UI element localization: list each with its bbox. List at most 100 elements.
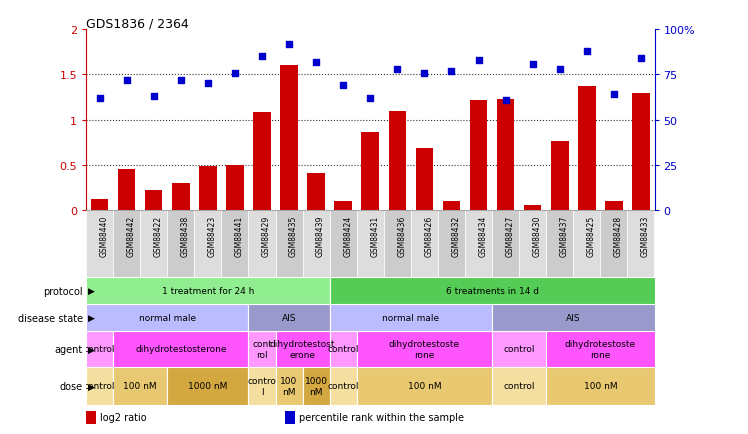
Text: GSM88427: GSM88427	[506, 216, 515, 256]
Text: GSM88440: GSM88440	[99, 216, 108, 257]
Bar	[546, 367, 654, 405]
Text: control: control	[84, 381, 115, 391]
Bar	[86, 305, 248, 332]
Bar	[86, 210, 113, 277]
Bar	[632, 93, 650, 210]
Text: GSM88429: GSM88429	[262, 216, 271, 256]
Bar	[470, 101, 488, 210]
Bar	[168, 367, 248, 405]
Text: percentile rank within the sample: percentile rank within the sample	[299, 412, 465, 422]
Text: 100
nM: 100 nM	[280, 376, 298, 396]
Bar	[438, 210, 465, 277]
Text: normal male: normal male	[138, 313, 196, 322]
Bar	[275, 210, 303, 277]
Text: dose: dose	[60, 381, 83, 391]
Bar	[285, 411, 295, 424]
Text: AIS: AIS	[566, 313, 580, 322]
Text: 1000
nM: 1000 nM	[304, 376, 328, 396]
Text: 6 treatments in 14 d: 6 treatments in 14 d	[446, 286, 539, 296]
Point	[120, 77, 132, 84]
Text: AIS: AIS	[282, 313, 296, 322]
Text: ▶: ▶	[88, 286, 95, 296]
Text: 100 nM: 100 nM	[583, 381, 617, 391]
Point	[500, 97, 512, 104]
Point	[635, 56, 647, 62]
Bar	[492, 332, 546, 367]
Text: agent: agent	[55, 344, 83, 354]
Point	[581, 49, 593, 56]
Text: contro
l: contro l	[248, 376, 277, 396]
Text: ▶: ▶	[88, 345, 95, 354]
Bar	[492, 367, 546, 405]
Bar	[357, 210, 384, 277]
Bar	[113, 332, 248, 367]
Text: GSM88439: GSM88439	[316, 216, 325, 257]
Bar	[86, 332, 113, 367]
Bar	[497, 99, 515, 210]
Text: GDS1836 / 2364: GDS1836 / 2364	[86, 17, 188, 30]
Bar	[492, 210, 519, 277]
Bar	[546, 210, 573, 277]
Bar	[361, 133, 379, 210]
Text: GSM88430: GSM88430	[533, 216, 542, 257]
Point	[283, 41, 295, 48]
Bar	[416, 149, 433, 210]
Bar	[248, 367, 275, 405]
Bar	[280, 66, 298, 210]
Bar	[140, 210, 168, 277]
Text: dihydrotestost
erone: dihydrotestost erone	[270, 339, 335, 359]
Bar	[411, 210, 438, 277]
Bar	[330, 332, 357, 367]
Bar	[118, 170, 135, 210]
Bar	[275, 367, 303, 405]
Bar	[357, 332, 492, 367]
Text: GSM88434: GSM88434	[479, 216, 488, 257]
Bar	[168, 210, 194, 277]
Bar	[248, 210, 275, 277]
Bar	[303, 210, 330, 277]
Text: GSM88426: GSM88426	[424, 216, 433, 256]
Bar	[551, 142, 568, 210]
Point	[527, 61, 539, 68]
Bar	[145, 191, 162, 210]
Text: 100 nM: 100 nM	[123, 381, 157, 391]
Bar	[226, 165, 244, 210]
Text: control: control	[84, 345, 115, 354]
Text: 100 nM: 100 nM	[408, 381, 441, 391]
Text: GSM88431: GSM88431	[370, 216, 379, 256]
Point	[554, 66, 565, 73]
Point	[418, 70, 430, 77]
Text: ▶: ▶	[88, 381, 95, 391]
Text: 1 treatment for 24 h: 1 treatment for 24 h	[162, 286, 254, 296]
Bar	[605, 201, 622, 210]
Bar	[330, 210, 357, 277]
Text: dihydrotestoste
rone: dihydrotestoste rone	[389, 339, 460, 359]
Text: GSM88432: GSM88432	[452, 216, 461, 256]
Bar	[194, 210, 221, 277]
Bar	[443, 201, 460, 210]
Bar	[628, 210, 654, 277]
Text: ▶: ▶	[88, 313, 95, 322]
Bar	[546, 332, 654, 367]
Text: cont
rol: cont rol	[252, 339, 272, 359]
Point	[446, 68, 458, 75]
Bar	[248, 305, 330, 332]
Bar	[334, 202, 352, 210]
Text: control: control	[328, 345, 359, 354]
Text: GSM88442: GSM88442	[126, 216, 135, 256]
Bar	[275, 332, 330, 367]
Text: GSM88423: GSM88423	[208, 216, 217, 256]
Point	[473, 57, 485, 64]
Text: control: control	[503, 345, 535, 354]
Text: normal male: normal male	[382, 313, 439, 322]
Point	[147, 93, 159, 100]
Bar	[113, 210, 140, 277]
Bar	[578, 87, 595, 210]
Text: protocol: protocol	[43, 286, 83, 296]
Text: 1000 nM: 1000 nM	[188, 381, 227, 391]
Bar	[303, 367, 330, 405]
Text: GSM88437: GSM88437	[560, 216, 568, 257]
Bar	[248, 332, 275, 367]
Text: disease state: disease state	[18, 313, 83, 323]
Bar	[357, 367, 492, 405]
